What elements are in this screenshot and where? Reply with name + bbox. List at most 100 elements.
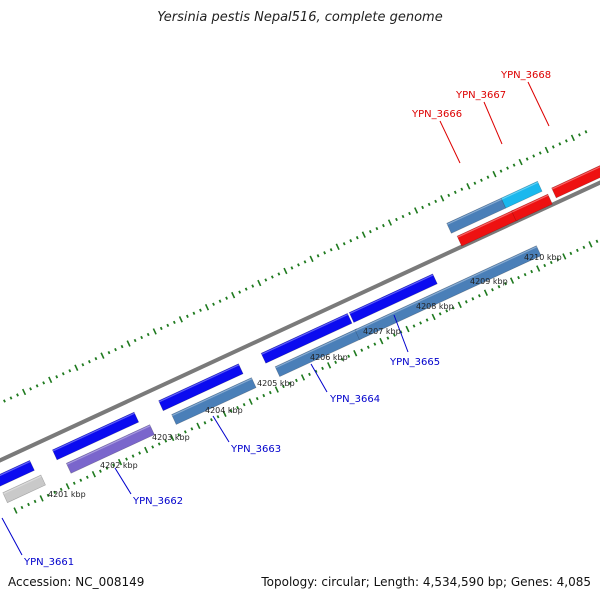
- outer-tick: [551, 145, 555, 149]
- outer-tick: [564, 139, 568, 143]
- outer-tick: [290, 266, 294, 270]
- inner-tick: [431, 313, 436, 321]
- gene-label-ypn-3667[interactable]: YPN_3667: [455, 90, 506, 101]
- outer-tick: [81, 363, 85, 367]
- gene-block-highlight: [457, 210, 515, 238]
- inner-tick: [13, 507, 18, 514]
- inner-tick: [321, 366, 324, 371]
- outer-tick: [532, 154, 536, 158]
- inner-tick: [451, 306, 455, 310]
- gene-block-highlight: [3, 475, 42, 495]
- gene-block-ypn-3667-lower[interactable]: [511, 193, 553, 222]
- gene-block-ypn-3666-lower[interactable]: [456, 209, 519, 247]
- outer-tick: [453, 190, 457, 194]
- inner-tick: [471, 297, 475, 301]
- genome-backbone: [0, 180, 600, 463]
- gene-block-ypn-3661[interactable]: [0, 460, 35, 487]
- gene-label-ypn-3668[interactable]: YPN_3668: [500, 70, 551, 81]
- outer-tick: [408, 211, 411, 216]
- inner-tick: [491, 288, 494, 292]
- gene-block-ypn-3667[interactable]: [500, 180, 543, 209]
- gene-block-highlight: [551, 166, 600, 190]
- inner-tick: [229, 409, 233, 413]
- gene-block-ypn-3665[interactable]: [354, 245, 542, 341]
- inner-tick: [314, 369, 318, 374]
- inner-tick: [288, 381, 292, 386]
- scale-label: 4207 kbp: [363, 327, 401, 336]
- inner-tick: [203, 421, 207, 425]
- outer-tick: [21, 388, 27, 396]
- gene-block-highlight: [0, 460, 31, 477]
- inner-tick: [562, 253, 567, 260]
- outer-tick: [309, 255, 314, 263]
- inner-tick: [125, 457, 128, 461]
- outer-tick: [355, 236, 359, 240]
- gene-block-highlight: [275, 329, 358, 369]
- outer-tick: [342, 242, 346, 246]
- inner-tick: [85, 475, 89, 479]
- outer-tick: [492, 170, 497, 178]
- gene-block-highlight: [261, 313, 349, 355]
- gene-block-ypn-3661-lower[interactable]: [2, 474, 46, 504]
- outer-tick: [440, 195, 445, 202]
- inner-tick: [425, 318, 429, 322]
- gene-block-ypn-3664-upper[interactable]: [260, 313, 353, 364]
- inner-tick: [556, 257, 560, 262]
- gene-block-ypn-3662[interactable]: [65, 424, 155, 474]
- outer-tick: [199, 308, 202, 312]
- outer-tick: [329, 248, 333, 252]
- inner-tick: [530, 269, 534, 274]
- outer-tick: [421, 205, 425, 210]
- gene-block-highlight: [171, 378, 253, 417]
- outer-tick: [270, 275, 274, 279]
- gene-block-highlight: [158, 364, 240, 403]
- inner-tick: [300, 374, 306, 381]
- gene-label-ypn-3665[interactable]: YPN_3665: [389, 357, 440, 368]
- outer-tick: [480, 178, 483, 182]
- inner-tick: [222, 410, 227, 417]
- outer-tick: [382, 223, 385, 228]
- outer-tick: [518, 158, 523, 166]
- accession-label: Accession: NC_008149: [8, 575, 145, 589]
- inner-tick: [281, 384, 285, 389]
- gene-block-highlight: [52, 412, 135, 452]
- gene-label-ypn-3664[interactable]: YPN_3664: [329, 394, 380, 405]
- outer-tick: [204, 304, 210, 311]
- outer-tick: [525, 157, 529, 161]
- outer-tick: [3, 399, 6, 403]
- inner-tick: [438, 312, 442, 316]
- gene-block-ypn-3665-upper[interactable]: [348, 273, 438, 323]
- inner-tick: [334, 360, 338, 364]
- outer-tick: [401, 214, 405, 219]
- gene-block-ypn-3663-upper[interactable]: [158, 363, 244, 412]
- leader-line-ypn-3667: [483, 101, 503, 145]
- outer-tick: [375, 226, 379, 231]
- gene-label-ypn-3666[interactable]: YPN_3666: [411, 109, 462, 120]
- outer-tick: [87, 360, 91, 364]
- outer-tick: [395, 217, 398, 222]
- inner-tick: [39, 495, 44, 502]
- gene-block-ypn-3663[interactable]: [171, 377, 257, 425]
- outer-tick: [512, 163, 516, 167]
- inner-tick: [248, 398, 253, 405]
- inner-tick: [569, 251, 573, 256]
- gene-block-ypn-3668[interactable]: [551, 164, 600, 199]
- gene-label-ypn-3663[interactable]: YPN_3663: [230, 444, 281, 455]
- inner-tick: [164, 439, 168, 443]
- outer-tick: [323, 251, 327, 255]
- inner-tick: [117, 458, 123, 466]
- inner-tick: [595, 239, 599, 243]
- gene-label-ypn-3661[interactable]: YPN_3661: [23, 557, 74, 568]
- leader-line-ypn-3664: [310, 363, 328, 393]
- outer-tick: [297, 263, 300, 267]
- outer-tick: [544, 146, 549, 154]
- outer-tick: [94, 357, 98, 361]
- inner-tick: [131, 454, 135, 458]
- inner-tick: [236, 406, 240, 410]
- gene-label-ypn-3662[interactable]: YPN_3662: [132, 496, 183, 507]
- outer-tick: [218, 299, 222, 303]
- outer-tick: [146, 332, 150, 337]
- gene-block-ypn-3662-upper[interactable]: [52, 411, 140, 461]
- inner-tick: [360, 348, 364, 352]
